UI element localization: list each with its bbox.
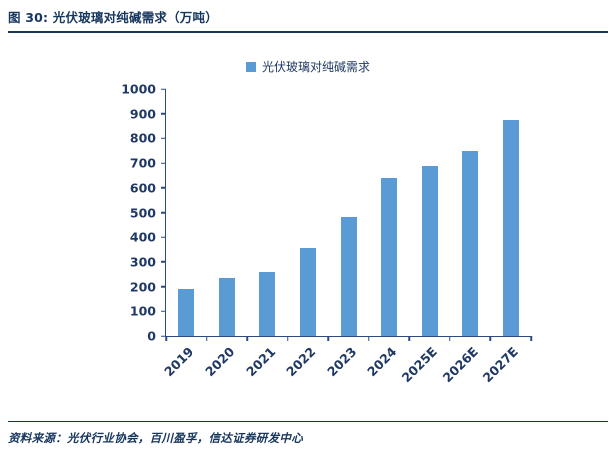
bar-series: 2019 2020 2021 2022 2023 2024 2025E 2026E 2027E — [162, 89, 532, 385]
y-axis-tick-mark — [161, 112, 166, 115]
x-axis-tick-mark — [449, 336, 451, 341]
bar-chart: 光伏玻璃对纯碱需求 1000 900 800 700 600 500 400 300 200 10… — [0, 58, 616, 385]
y-axis-tick-label: 200 — [129, 279, 156, 295]
y-axis-tick-label: 100 — [129, 303, 156, 319]
bar — [299, 248, 316, 336]
y-axis-tick-mark — [161, 137, 166, 140]
bar — [381, 177, 398, 336]
x-axis-category-label: 2019 — [161, 344, 197, 380]
x-axis-category-label: 2021 — [242, 344, 279, 380]
x-axis-tick-mark — [286, 336, 289, 341]
bar — [178, 289, 195, 336]
bar-slot: 2020 — [202, 89, 248, 379]
x-axis-tick-mark — [327, 336, 329, 341]
x-axis-tick-mark — [165, 336, 167, 341]
y-axis-tick-mark — [161, 285, 166, 288]
x-axis-tick-mark — [368, 336, 370, 341]
bar — [340, 217, 357, 336]
source-note: 资料来源：光伏行业协会，百川盈孚，信达证券研发中心 — [8, 431, 303, 445]
bar-slot: 2026E — [440, 89, 491, 385]
y-axis-tick-label: 600 — [129, 180, 156, 196]
x-axis-category-label: 2023 — [323, 344, 360, 380]
y-axis-tick-mark — [161, 162, 166, 164]
y-axis-tick-mark — [161, 335, 166, 337]
y-axis-tick-mark — [161, 261, 166, 263]
x-axis-tick-mark — [205, 336, 208, 341]
bar-slot: 2023 — [324, 89, 369, 379]
y-axis-tick-mark — [161, 187, 166, 189]
x-axis-category-label: 2022 — [283, 344, 319, 380]
y-axis-tick-label: 300 — [129, 254, 156, 270]
x-axis-category-label: 2026E — [439, 344, 481, 386]
bar — [421, 165, 438, 336]
x-axis-tick-mark — [246, 336, 248, 341]
figure-title: 图 30: 光伏玻璃对纯碱需求（万吨） — [8, 10, 218, 25]
x-axis-category-label: 2025E — [399, 344, 441, 386]
bar-slot: 2024 — [364, 89, 410, 379]
source-note-bar: 资料来源：光伏行业协会，百川盈孚，信达证券研发中心 — [8, 421, 608, 446]
legend-label: 光伏玻璃对纯碱需求 — [261, 60, 370, 74]
chart-legend: 光伏玻璃对纯碱需求 — [245, 58, 370, 75]
y-axis-tick-mark — [161, 236, 166, 238]
bar-slot: 2027E — [480, 89, 532, 385]
bar — [218, 277, 235, 336]
y-axis-tick-label: 1000 — [121, 81, 156, 97]
x-axis-category-label: 2027E — [480, 344, 522, 386]
bar — [259, 271, 276, 336]
bar — [502, 119, 519, 336]
bar-slot: 2019 — [162, 89, 207, 379]
legend-swatch — [245, 61, 256, 72]
bar-slot: 2025E — [399, 89, 450, 385]
bar — [462, 150, 479, 336]
bar-slot: 2022 — [283, 89, 329, 379]
y-axis-tick-mark — [161, 88, 166, 90]
y-axis-tick-mark — [161, 211, 166, 214]
figure-title-bar: 图 30: 光伏玻璃对纯碱需求（万吨） — [8, 4, 608, 33]
x-axis-category-label: 2020 — [202, 344, 238, 380]
x-axis-tick-mark — [489, 336, 492, 341]
y-axis-tick-label: 800 — [129, 130, 156, 146]
bar-slot: 2021 — [243, 89, 288, 379]
y-axis-tick-label: 900 — [129, 106, 156, 122]
y-axis-tick-label: 700 — [129, 155, 156, 171]
y-axis-tick-label: 0 — [147, 328, 156, 344]
y-axis-tick-mark — [161, 310, 166, 313]
y-axis-tick-label: 500 — [129, 205, 156, 220]
x-axis-tick-mark — [530, 336, 532, 341]
x-axis-tick-mark — [408, 336, 411, 341]
x-axis-category-label: 2024 — [364, 344, 400, 380]
y-axis-tick-label: 400 — [129, 229, 156, 245]
plot-area: 1000 900 800 700 600 500 400 300 200 100 0 2019 202… — [121, 82, 532, 385]
